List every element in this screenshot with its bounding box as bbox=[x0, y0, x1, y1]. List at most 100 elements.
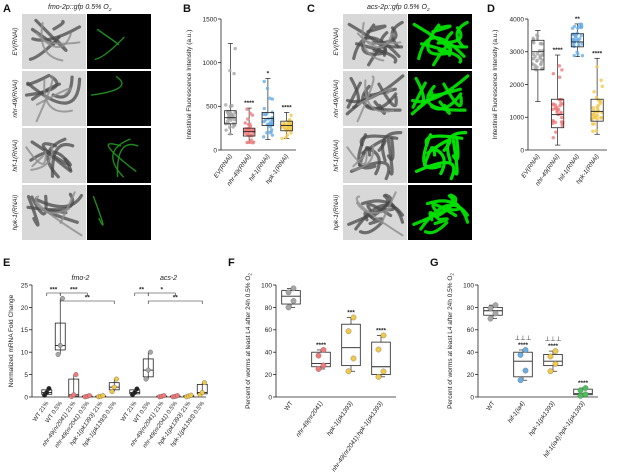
data-point bbox=[555, 110, 559, 114]
brightfield-image bbox=[22, 71, 86, 126]
data-point bbox=[57, 343, 63, 348]
data-point bbox=[592, 115, 596, 120]
y-tick-label: 5 bbox=[24, 372, 28, 379]
data-point bbox=[315, 366, 322, 372]
data-point bbox=[492, 302, 499, 309]
data-point bbox=[132, 390, 138, 395]
data-point bbox=[289, 113, 293, 118]
data-point bbox=[281, 125, 285, 130]
data-point bbox=[134, 386, 140, 392]
fluorescence-image bbox=[87, 71, 151, 126]
y-tick-label: 20 bbox=[467, 372, 475, 379]
data-point bbox=[201, 380, 207, 386]
worm-shape bbox=[358, 221, 384, 235]
brightfield-image bbox=[343, 71, 407, 126]
data-point bbox=[113, 376, 119, 382]
worm-shape bbox=[434, 194, 455, 219]
data-point bbox=[577, 387, 584, 394]
worm-shape bbox=[426, 84, 467, 112]
x-tick-label: WT bbox=[485, 400, 496, 412]
worm-shape bbox=[428, 210, 441, 222]
data-point bbox=[595, 64, 599, 69]
significance-label: ** bbox=[139, 287, 145, 294]
data-point bbox=[572, 53, 576, 58]
y-axis-label: Percent of worms at least L4 after 24h 0… bbox=[447, 273, 455, 409]
panel-letter-A: A bbox=[3, 3, 11, 15]
worm-shape bbox=[356, 87, 393, 106]
worm-shape bbox=[34, 195, 83, 237]
data-point bbox=[554, 130, 558, 134]
x-tick-label: hpk-1(pk1393) bbox=[528, 400, 557, 437]
data-point bbox=[250, 113, 255, 117]
data-point bbox=[268, 130, 272, 135]
data-point bbox=[594, 129, 599, 133]
micrograph-row-label: nhr-49(RNAi) bbox=[333, 79, 340, 117]
data-point bbox=[577, 41, 581, 46]
data-point bbox=[553, 107, 558, 111]
significance-label: *** bbox=[50, 287, 58, 294]
brightfield-image bbox=[343, 128, 407, 183]
data-point bbox=[540, 66, 544, 71]
data-point bbox=[46, 386, 52, 391]
worm-shape bbox=[424, 134, 464, 147]
y-tick-label: 0 bbox=[268, 394, 272, 401]
worm-shape bbox=[40, 21, 64, 62]
y-tick-label: 1000 bbox=[203, 60, 218, 67]
data-point bbox=[556, 107, 561, 112]
worm-shape bbox=[355, 195, 404, 237]
x-tick-label: EV(RNAi) bbox=[520, 153, 541, 179]
brightfield-image bbox=[343, 14, 407, 69]
worm-shape bbox=[35, 87, 72, 106]
data-point bbox=[538, 56, 542, 60]
y-tick-label: 100 bbox=[463, 282, 474, 289]
worm-shape bbox=[94, 36, 125, 60]
data-point bbox=[375, 346, 382, 353]
worm-shape bbox=[431, 24, 452, 34]
data-point bbox=[487, 315, 494, 322]
data-point bbox=[161, 393, 167, 399]
worm-shape bbox=[433, 217, 449, 226]
significance-label: **** bbox=[376, 327, 387, 334]
data-point bbox=[243, 121, 247, 125]
worm-shape bbox=[46, 137, 67, 179]
data-point bbox=[560, 123, 564, 128]
worm-shape bbox=[92, 195, 104, 226]
data-point bbox=[560, 115, 564, 120]
y-tick-label: 4000 bbox=[510, 16, 525, 23]
fluorescence-background bbox=[87, 185, 151, 240]
data-point bbox=[231, 113, 235, 117]
data-point bbox=[246, 122, 251, 127]
data-point bbox=[285, 133, 290, 137]
data-point bbox=[251, 141, 255, 145]
fluorescence-image bbox=[87, 128, 151, 183]
box bbox=[551, 98, 565, 129]
fluorescence-image bbox=[408, 128, 472, 183]
worm-shape bbox=[346, 146, 368, 165]
worm-shape bbox=[360, 199, 405, 224]
worm-shape bbox=[30, 140, 72, 167]
data-point bbox=[522, 367, 529, 374]
worm-shape bbox=[377, 82, 398, 108]
data-point bbox=[224, 128, 228, 132]
data-point bbox=[290, 298, 297, 304]
extra-significance-mark: ⊥⊥⊥ bbox=[545, 336, 562, 343]
data-point bbox=[487, 305, 494, 312]
data-point bbox=[350, 314, 357, 321]
data-point bbox=[517, 352, 524, 358]
box bbox=[108, 382, 120, 391]
group-title: fmo-2 bbox=[72, 275, 90, 282]
data-point bbox=[320, 347, 327, 353]
significance-label: **** bbox=[282, 104, 293, 111]
data-point bbox=[270, 133, 275, 137]
data-point bbox=[262, 119, 266, 124]
data-point bbox=[592, 90, 596, 94]
data-point bbox=[73, 372, 79, 378]
box bbox=[570, 33, 584, 48]
worm-shape bbox=[31, 82, 61, 101]
box bbox=[371, 341, 391, 375]
data-point bbox=[551, 136, 555, 140]
worm-shape bbox=[356, 75, 375, 123]
data-point bbox=[232, 71, 236, 76]
data-point bbox=[576, 26, 580, 30]
